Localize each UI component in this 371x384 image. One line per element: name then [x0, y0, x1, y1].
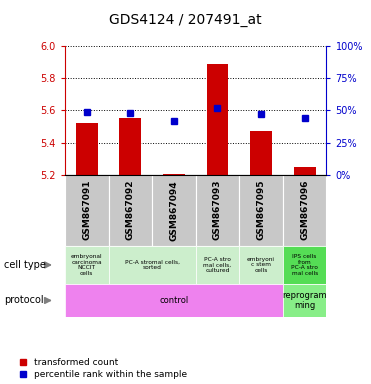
Bar: [65, 284, 283, 317]
Bar: [207, 64, 229, 175]
Bar: [109, 175, 152, 246]
Bar: [163, 174, 185, 175]
Text: GSM867092: GSM867092: [126, 180, 135, 240]
Text: protocol: protocol: [4, 295, 43, 306]
Bar: [65, 246, 109, 284]
Bar: [196, 175, 239, 246]
Text: cell type: cell type: [4, 260, 46, 270]
Bar: [119, 118, 141, 175]
Bar: [239, 246, 283, 284]
Text: GSM867093: GSM867093: [213, 180, 222, 240]
Bar: [250, 131, 272, 175]
Text: PC-A stro
mal cells,
cultured: PC-A stro mal cells, cultured: [203, 257, 232, 273]
Text: control: control: [159, 296, 188, 305]
Bar: [239, 175, 283, 246]
Text: PC-A stromal cells,
sorted: PC-A stromal cells, sorted: [125, 260, 180, 270]
Text: GSM867096: GSM867096: [300, 180, 309, 240]
Text: GSM867095: GSM867095: [257, 180, 266, 240]
Bar: [283, 175, 326, 246]
Text: embryoni
c stem
cells: embryoni c stem cells: [247, 257, 275, 273]
Bar: [152, 175, 196, 246]
Legend: transformed count, percentile rank within the sample: transformed count, percentile rank withi…: [19, 358, 187, 379]
Bar: [283, 246, 326, 284]
Bar: [196, 246, 239, 284]
Text: IPS cells
from
PC-A stro
mal cells: IPS cells from PC-A stro mal cells: [291, 254, 318, 276]
Bar: [283, 284, 326, 317]
Bar: [109, 246, 196, 284]
Bar: [76, 123, 98, 175]
Text: GDS4124 / 207491_at: GDS4124 / 207491_at: [109, 13, 262, 27]
Bar: [65, 175, 109, 246]
Bar: [294, 167, 316, 175]
Text: GSM867094: GSM867094: [170, 180, 178, 240]
Text: reprogram
ming: reprogram ming: [282, 291, 327, 310]
Text: embryonal
carcinoma
NCCIT
cells: embryonal carcinoma NCCIT cells: [71, 254, 102, 276]
Text: GSM867091: GSM867091: [82, 180, 91, 240]
